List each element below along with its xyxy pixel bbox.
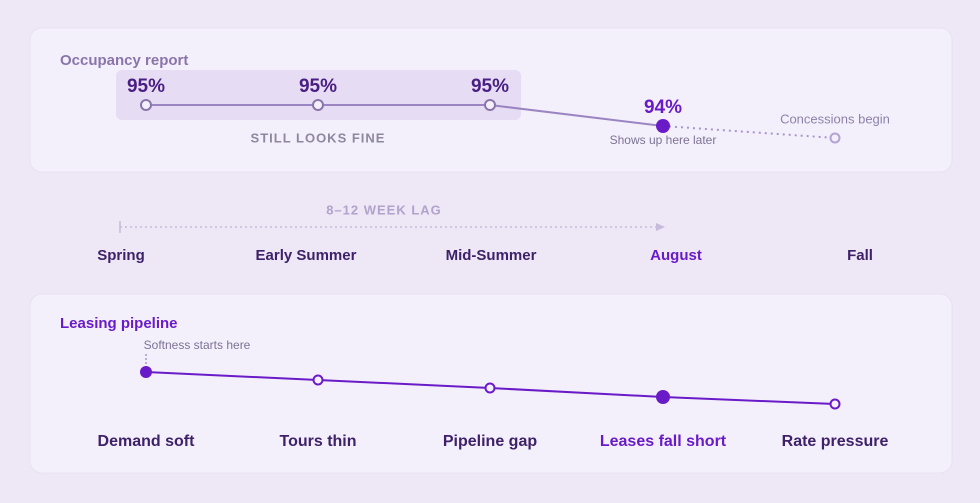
stage-label: Pipeline gap [443, 433, 537, 450]
value-label: 95% [471, 76, 509, 97]
band-label: STILL LOOKS FINE [251, 130, 386, 145]
later-note: Shows up here later [610, 133, 717, 147]
stage-label: Demand soft [98, 433, 196, 450]
occupancy-line [146, 104, 664, 127]
period: Fall [847, 247, 873, 264]
stage-label: Leases fall short [600, 433, 727, 450]
stage-label: Tours thin [279, 433, 356, 450]
period: Spring [97, 247, 145, 264]
value-label: 94% [644, 97, 682, 118]
stage-point [829, 398, 841, 410]
value-label: 95% [127, 76, 165, 97]
stage-point [484, 382, 496, 394]
period: Early Summer [256, 247, 357, 264]
point [829, 132, 841, 144]
softness-note: Softness starts here [144, 338, 251, 352]
value-label: 95% [299, 76, 337, 97]
concessions-label: Concessions begin [780, 111, 890, 126]
occupancy-title: Occupancy report [60, 52, 188, 69]
point [312, 99, 324, 111]
stage-point [312, 374, 324, 386]
lag-label: 8–12 WEEK LAG [326, 202, 442, 217]
stage-label: Rate pressure [782, 433, 889, 450]
point [656, 119, 670, 133]
arrow-head [656, 223, 665, 231]
point [140, 99, 152, 111]
stage-point [656, 390, 670, 404]
fine-band [116, 70, 521, 120]
point [484, 99, 496, 111]
stage-point [140, 366, 152, 378]
period: Mid-Summer [446, 247, 537, 264]
period: August [650, 247, 702, 264]
pipeline-title: Leasing pipeline [60, 315, 178, 332]
